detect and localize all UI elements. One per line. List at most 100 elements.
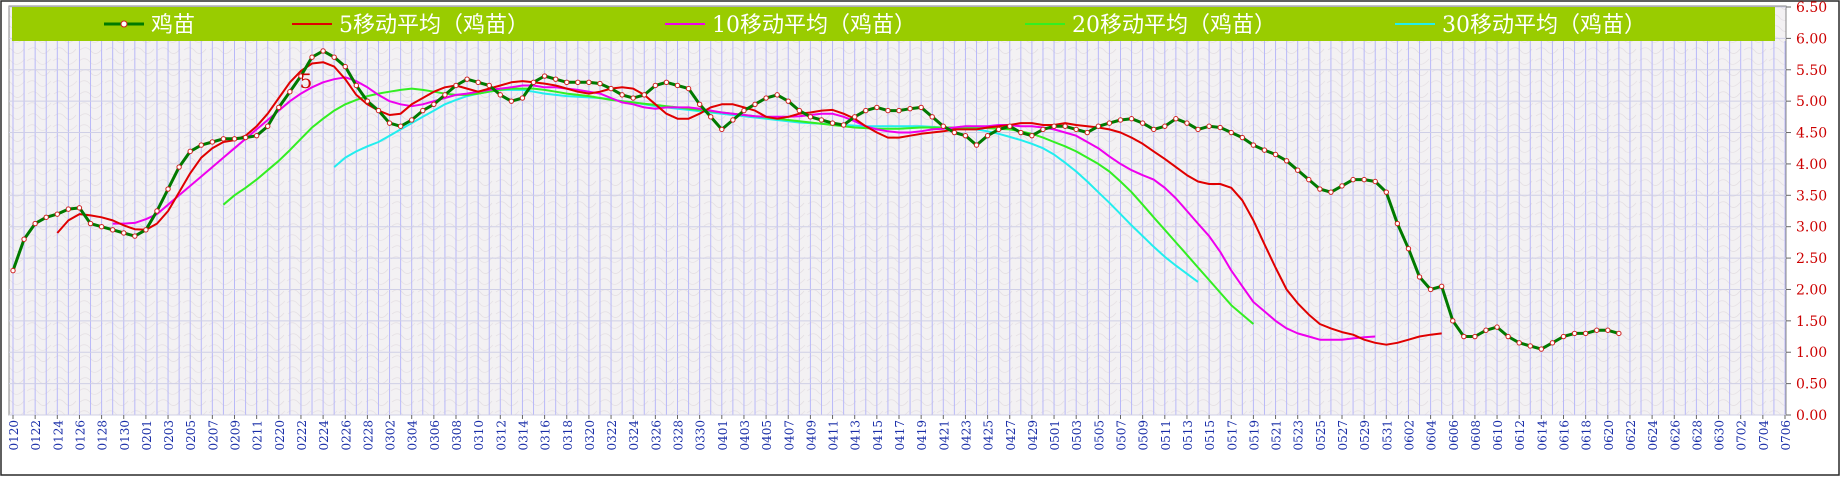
y-tick-label: 2.50: [1796, 251, 1827, 267]
series-point: [1029, 132, 1035, 139]
series-point: [564, 79, 570, 86]
y-tick-label: 4.50: [1796, 126, 1827, 142]
y-tick-label: 5.00: [1796, 94, 1827, 110]
series-point: [608, 85, 614, 92]
x-tick-label: 0626: [1668, 420, 1682, 451]
series-point: [1461, 333, 1467, 340]
series-point: [1571, 330, 1578, 337]
series-point: [386, 120, 393, 126]
series-point: [420, 107, 426, 114]
series-layer: [10, 48, 1622, 352]
series-point: [309, 54, 315, 60]
series-point: [1162, 123, 1168, 129]
x-tick-label: 0207: [206, 420, 220, 451]
series-point: [87, 220, 94, 227]
series-point: [154, 208, 160, 214]
series-point: [1472, 333, 1478, 340]
series-line-2: [112, 76, 1376, 341]
series-point: [1350, 176, 1356, 183]
series-point: [708, 114, 714, 120]
series-point: [1095, 123, 1102, 129]
y-tick-label: 6.50: [1796, 0, 1827, 16]
series-point: [287, 89, 293, 95]
series-point: [242, 134, 249, 141]
series-point: [1560, 333, 1567, 340]
series-point: [1250, 142, 1257, 148]
series-point: [176, 164, 182, 170]
x-axis: 0120 0122 0124 0126 0128 0130 0201 0203 0205 0207…: [7, 415, 1793, 451]
series-point: [1582, 330, 1589, 337]
series-point: [298, 73, 304, 79]
series-point: [464, 76, 470, 82]
x-tick-label: 0222: [295, 420, 309, 451]
series-point: [774, 92, 780, 98]
x-tick-label: 0304: [406, 420, 420, 451]
series-point: [508, 98, 515, 104]
chart-annotation: 5: [300, 69, 313, 93]
series-point: [1051, 123, 1057, 129]
series-point: [54, 211, 60, 217]
series-point: [785, 98, 791, 104]
series-point: [1339, 183, 1345, 189]
series-point: [1328, 189, 1334, 195]
series-point: [1317, 186, 1323, 192]
x-tick-label: 0322: [605, 420, 619, 451]
x-tick-label: 0612: [1513, 420, 1527, 451]
series-point: [995, 126, 1002, 133]
x-tick-label: 0519: [1247, 420, 1261, 451]
x-tick-label: 0316: [539, 420, 553, 451]
x-tick-label: 0429: [1026, 420, 1040, 451]
series-point: [1616, 330, 1622, 337]
series-point: [674, 82, 681, 89]
series-point: [486, 82, 492, 89]
x-tick-label: 0411: [827, 420, 841, 451]
x-tick-label: 0610: [1491, 420, 1505, 451]
series-point: [1151, 126, 1157, 133]
x-tick-label: 0527: [1336, 420, 1350, 451]
series-point: [1206, 123, 1212, 129]
x-tick-label: 0505: [1092, 420, 1106, 451]
legend-label: 5移动平均（鸡苗）: [339, 13, 529, 38]
x-tick-label: 0312: [494, 420, 508, 451]
plot-area-background: [8, 5, 1787, 416]
series-point: [121, 230, 127, 236]
series-point: [1361, 176, 1367, 183]
x-tick-label: 0616: [1558, 420, 1572, 451]
y-tick-label: 0.50: [1796, 377, 1827, 393]
x-tick-label: 0503: [1070, 420, 1084, 451]
series-point: [453, 82, 459, 89]
series-point: [741, 107, 747, 114]
series-point: [896, 107, 902, 114]
x-tick-label: 0608: [1469, 420, 1483, 451]
series-point: [1073, 126, 1079, 133]
x-tick-label: 0224: [317, 420, 331, 451]
legend-label: 10移动平均（鸡苗）: [712, 13, 916, 38]
series-point: [1427, 286, 1434, 293]
series-point: [840, 122, 847, 128]
series-point: [143, 227, 149, 233]
series-point: [320, 48, 326, 54]
series-point: [165, 186, 171, 192]
x-tick-label: 0126: [73, 420, 87, 451]
x-tick-label: 0302: [384, 420, 398, 451]
y-tick-label: 3.00: [1796, 220, 1827, 236]
legend-label: 20移动平均（鸡苗）: [1072, 13, 1276, 38]
series-point: [1062, 123, 1068, 129]
y-tick-label: 6.00: [1796, 31, 1827, 47]
series-point: [1516, 340, 1522, 346]
x-tick-label: 0624: [1646, 420, 1660, 451]
series-point: [32, 220, 38, 227]
series-point: [43, 214, 49, 220]
series-point: [807, 114, 814, 120]
series-point: [641, 92, 647, 98]
series-point: [253, 132, 260, 139]
series-point: [1117, 117, 1124, 123]
series-point: [1217, 124, 1223, 131]
x-tick-label: 0513: [1181, 420, 1195, 451]
series-point: [663, 79, 670, 86]
series-point: [276, 104, 282, 111]
y-tick-label: 3.50: [1796, 188, 1827, 204]
series-point: [265, 123, 271, 129]
x-tick-label: 0314: [516, 420, 530, 451]
